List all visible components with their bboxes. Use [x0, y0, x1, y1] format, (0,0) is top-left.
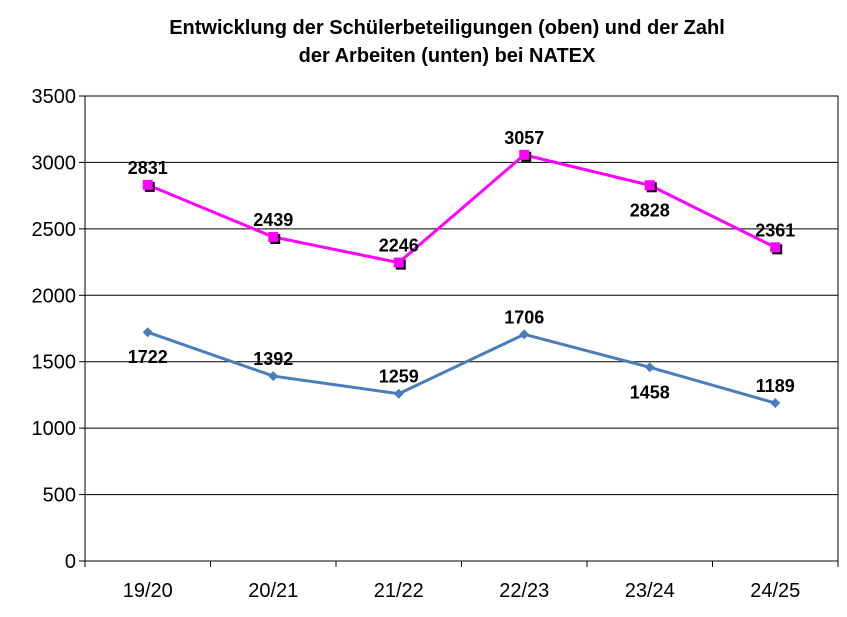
- plot-area-border: [84, 95, 839, 562]
- y-tick-label: 3000: [32, 152, 77, 174]
- data-label: 1458: [630, 382, 670, 402]
- data-point: [770, 242, 781, 253]
- axes: 0 500 1000 1500 2000 2500 3000 3500 19/20 20/21 21…: [32, 86, 839, 602]
- y-tick-label: 0: [65, 551, 76, 573]
- x-tick-label: 19/20: [123, 580, 173, 602]
- chart-title-line-2: der Arbeiten (unten) bei NATEX: [299, 45, 596, 67]
- series-line-2: [147, 330, 776, 405]
- data-point: [519, 329, 530, 340]
- data-point: [393, 388, 404, 399]
- x-tick-label: 22/23: [499, 580, 549, 602]
- x-tick-label: 21/22: [374, 580, 424, 602]
- series-layer: [142, 149, 783, 409]
- x-tick-label: 23/24: [625, 580, 675, 602]
- data-point: [644, 180, 655, 191]
- y-tick-label: 500: [43, 485, 76, 507]
- data-label: 1259: [379, 367, 419, 387]
- y-tick-label: 3500: [32, 86, 77, 108]
- data-label: 1722: [128, 347, 168, 367]
- data-label: 2831: [128, 158, 168, 178]
- data-labels: 2831 2439 2246 3057 2828 2361 1722 1392 1259 1706…: [128, 128, 796, 402]
- y-tick-label: 2500: [32, 219, 77, 241]
- data-label: 1706: [504, 307, 544, 327]
- data-point: [268, 371, 279, 382]
- data-label: 3057: [504, 128, 544, 148]
- data-label: 1189: [756, 376, 795, 396]
- data-point: [644, 362, 655, 373]
- data-point: [770, 398, 781, 409]
- data-label: 2439: [253, 210, 293, 230]
- chart-title-line-1: Entwicklung der Schülerbeteiligungen (ob…: [169, 17, 725, 39]
- gridlines: [85, 95, 838, 562]
- y-tick-label: 2000: [32, 285, 77, 307]
- y-tick-label: 1500: [32, 352, 77, 374]
- series-line-1: [147, 153, 776, 265]
- data-point: [268, 231, 279, 242]
- x-tick-label: 20/21: [248, 580, 298, 602]
- data-point: [393, 257, 404, 268]
- data-point: [519, 149, 530, 160]
- data-label: 2828: [630, 200, 670, 220]
- y-tick-label: 1000: [32, 418, 77, 440]
- data-label: 2361: [755, 220, 795, 240]
- data-point: [142, 327, 153, 338]
- data-label: 1392: [253, 349, 293, 369]
- data-point: [142, 179, 153, 190]
- data-label: 2246: [379, 236, 419, 256]
- x-tick-label: 24/25: [750, 580, 800, 602]
